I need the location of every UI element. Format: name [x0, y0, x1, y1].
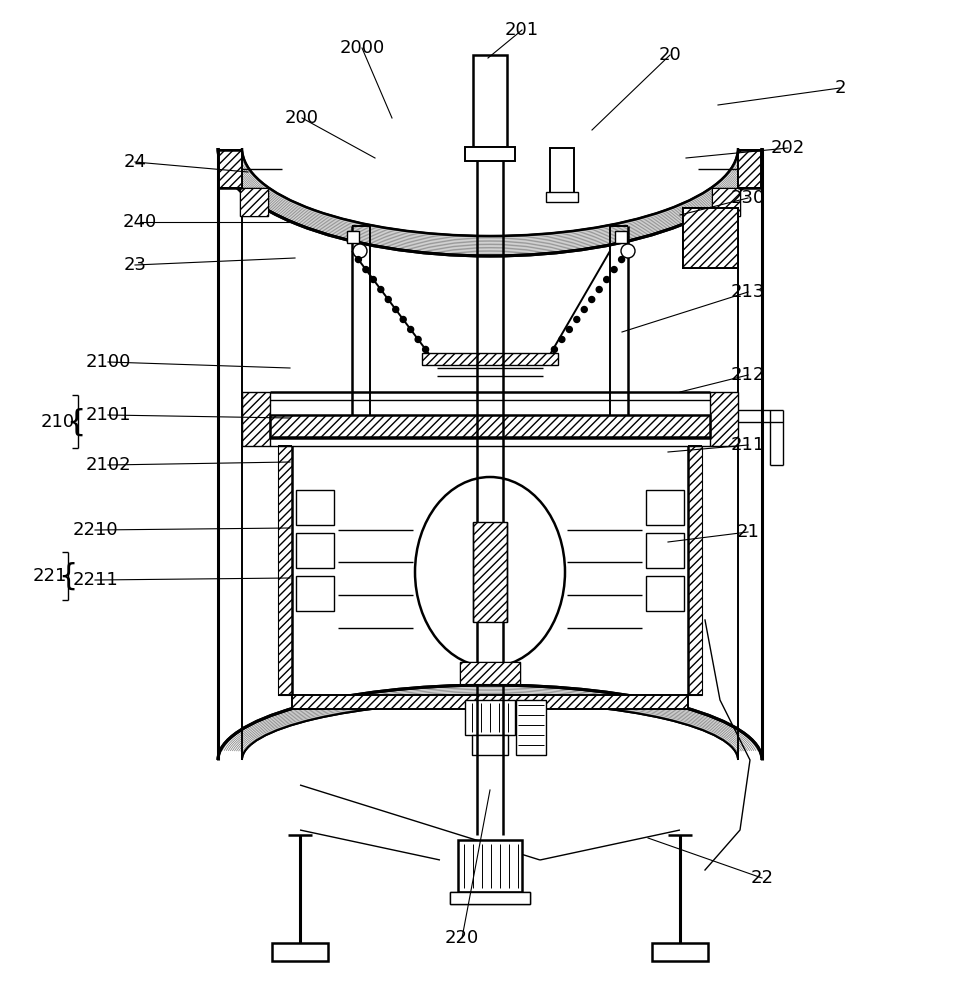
Bar	[242, 392, 270, 446]
Text: 210: 210	[41, 413, 75, 431]
Bar	[218, 148, 242, 760]
Bar	[646, 576, 684, 611]
Text: 2102: 2102	[85, 456, 131, 474]
Text: 20: 20	[659, 46, 681, 64]
Polygon shape	[218, 40, 762, 148]
Bar	[240, 188, 268, 216]
Circle shape	[574, 316, 580, 322]
Bar	[422, 353, 558, 365]
Bar	[516, 700, 546, 755]
Bar	[683, 208, 738, 268]
Text: 2101: 2101	[85, 406, 131, 424]
Circle shape	[353, 244, 367, 258]
Circle shape	[378, 287, 384, 293]
Text: 202: 202	[771, 139, 805, 157]
Circle shape	[621, 244, 635, 258]
Text: 2000: 2000	[340, 39, 385, 57]
Circle shape	[589, 297, 594, 303]
Circle shape	[559, 336, 565, 342]
Text: 212: 212	[731, 366, 765, 384]
Bar	[240, 188, 268, 216]
Bar	[460, 662, 520, 684]
Text: 2: 2	[834, 79, 846, 97]
Bar	[450, 892, 530, 904]
Bar	[272, 943, 328, 961]
Circle shape	[423, 346, 428, 352]
Bar	[296, 576, 334, 611]
Bar	[278, 446, 292, 695]
Circle shape	[611, 267, 617, 273]
Bar	[458, 840, 522, 892]
Circle shape	[408, 326, 414, 332]
Bar	[296, 490, 334, 525]
Bar	[688, 446, 702, 695]
Text: 200: 200	[285, 109, 319, 127]
Text: 211: 211	[731, 436, 765, 454]
Bar	[472, 735, 508, 755]
Text: 24: 24	[124, 153, 146, 171]
Text: 221: 221	[33, 567, 67, 585]
Bar	[296, 533, 334, 568]
Text: 21: 21	[737, 523, 759, 541]
Text: 230: 230	[731, 189, 765, 207]
Bar	[738, 150, 761, 188]
Text: 220: 220	[445, 929, 479, 947]
Circle shape	[596, 287, 602, 293]
Bar	[450, 892, 530, 904]
Bar	[646, 533, 684, 568]
Bar	[347, 231, 359, 243]
Circle shape	[355, 257, 361, 263]
Circle shape	[415, 336, 421, 342]
Text: 2100: 2100	[85, 353, 131, 371]
Bar	[683, 208, 738, 268]
Text: {: {	[58, 562, 77, 590]
Bar	[292, 695, 688, 709]
Bar	[219, 150, 242, 188]
Text: {: {	[66, 408, 85, 436]
Circle shape	[363, 267, 369, 273]
Text: 240: 240	[123, 213, 157, 231]
Bar	[473, 522, 507, 622]
Bar	[646, 490, 684, 525]
Polygon shape	[218, 760, 762, 835]
Text: 201: 201	[505, 21, 539, 39]
Text: 2210: 2210	[72, 521, 118, 539]
Text: 23: 23	[124, 256, 146, 274]
Bar	[738, 148, 762, 760]
Bar	[712, 188, 740, 216]
Circle shape	[604, 277, 610, 283]
Bar	[270, 415, 710, 437]
Text: 213: 213	[731, 283, 765, 301]
Bar	[465, 147, 515, 161]
Circle shape	[386, 297, 391, 303]
Circle shape	[392, 306, 399, 312]
Circle shape	[582, 306, 588, 312]
Ellipse shape	[415, 477, 565, 667]
Bar	[218, 148, 762, 760]
Bar	[460, 662, 520, 684]
Bar	[473, 55, 507, 147]
Text: 2211: 2211	[72, 571, 118, 589]
Circle shape	[551, 346, 557, 352]
Bar	[652, 943, 708, 961]
Circle shape	[370, 277, 377, 283]
Bar	[710, 392, 738, 446]
Circle shape	[566, 326, 572, 332]
Text: 22: 22	[751, 869, 774, 887]
Circle shape	[619, 257, 625, 263]
Bar	[550, 148, 574, 194]
Bar	[546, 192, 578, 202]
Bar	[615, 231, 627, 243]
Bar	[465, 700, 515, 735]
Bar	[712, 188, 740, 216]
Circle shape	[400, 316, 406, 322]
